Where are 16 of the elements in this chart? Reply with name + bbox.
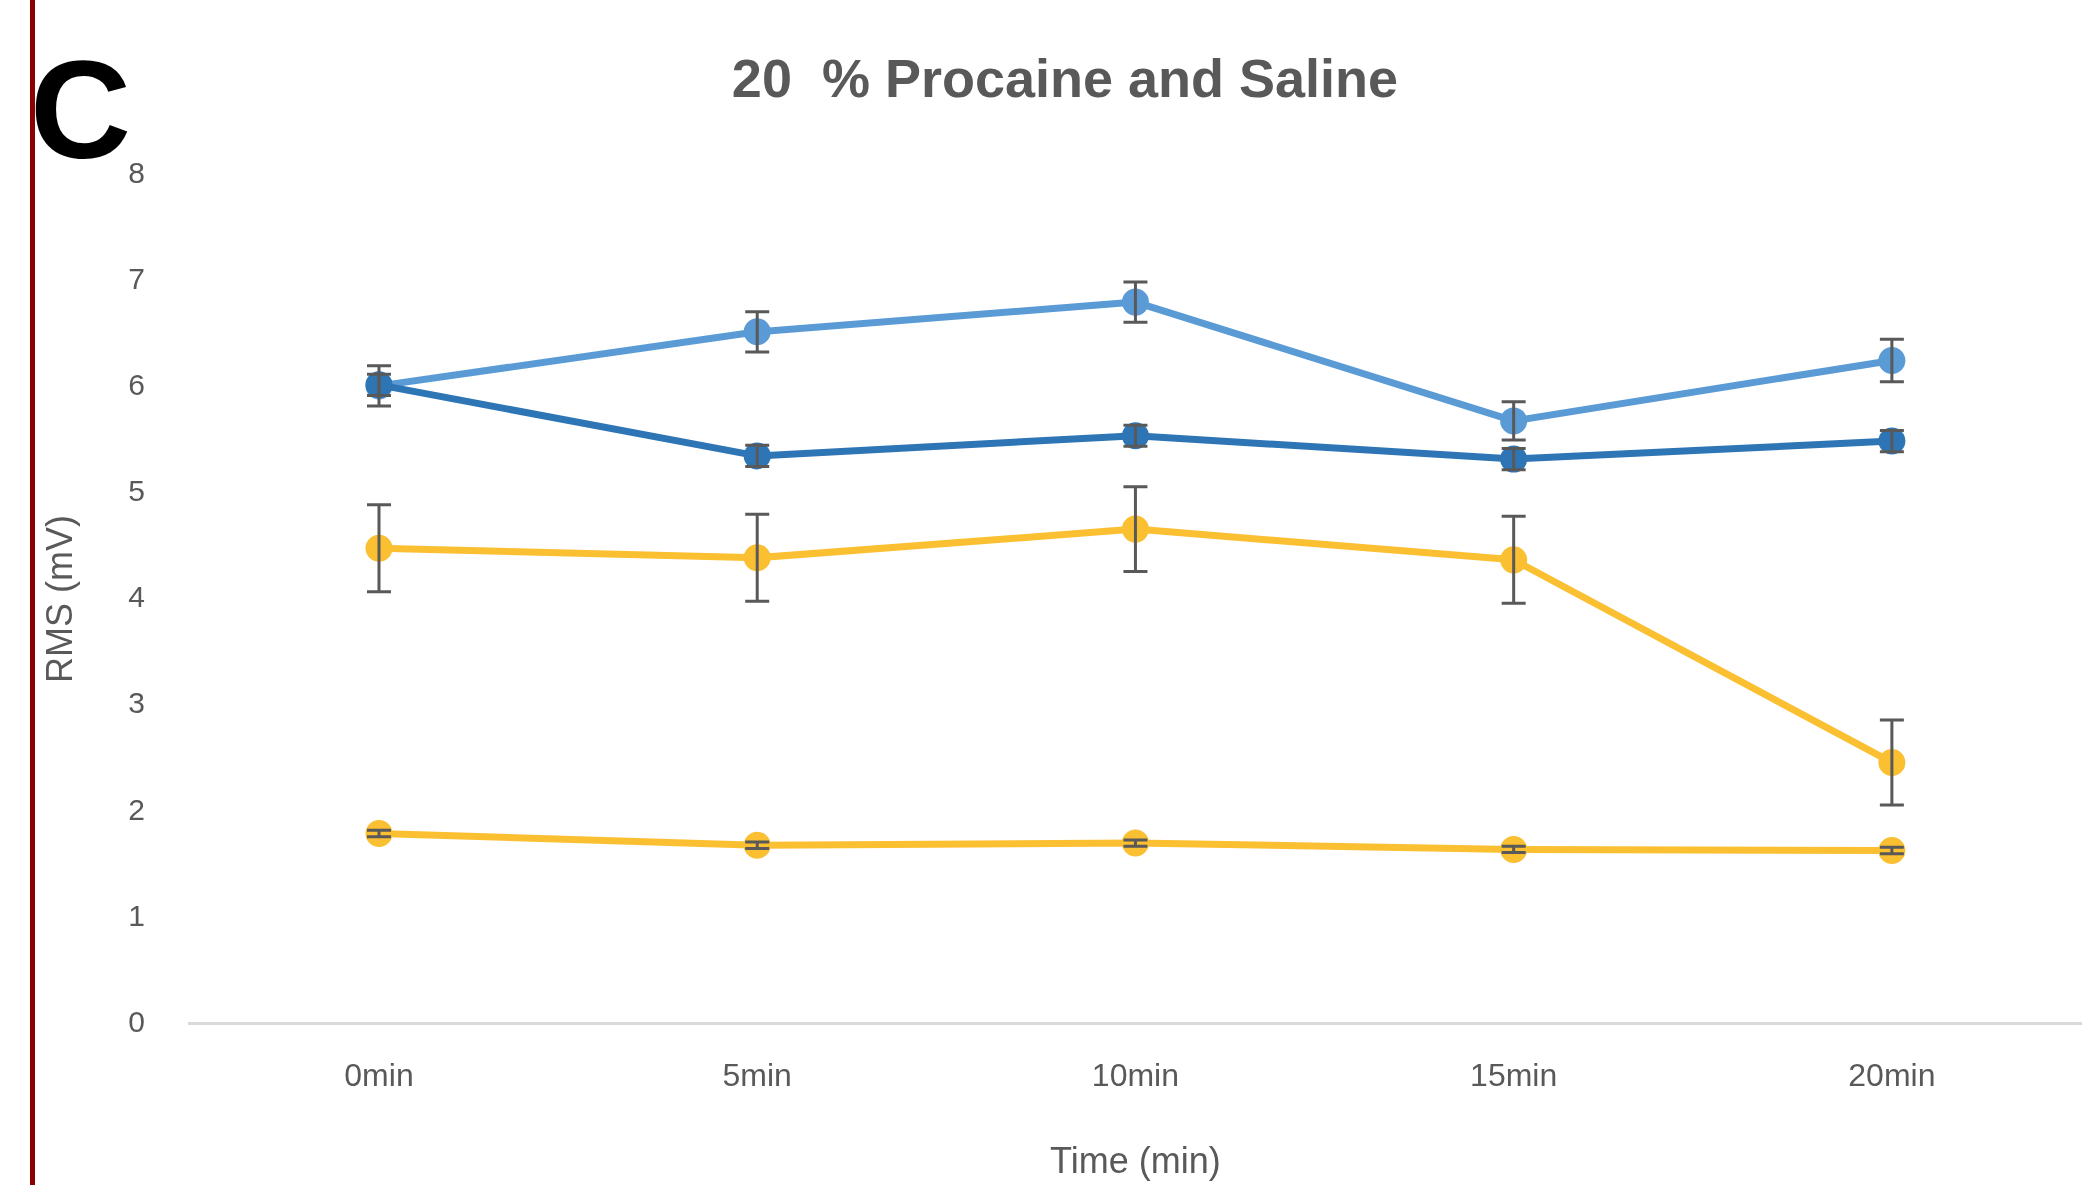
x-tick-label: 5min — [722, 1057, 792, 1094]
x-tick-label: 0min — [344, 1057, 414, 1094]
y-tick-label: 5 — [128, 474, 145, 508]
y-tick-label: 1 — [128, 898, 145, 932]
y-tick-label: 6 — [128, 368, 145, 402]
x-tick-label: 10min — [1091, 1057, 1180, 1094]
y-tick-label: 4 — [128, 580, 145, 614]
chart-title: 20 % Procaine and Saline — [731, 48, 1399, 109]
y-axis-title: RMS (mV) — [38, 515, 80, 684]
y-tick-label: 0 — [128, 1004, 145, 1038]
y-tick-label: 7 — [128, 262, 145, 296]
x-tick-label: 15min — [1470, 1057, 1558, 1094]
x-axis-title: Time (min) — [1050, 1140, 1221, 1182]
y-tick-label: 3 — [128, 686, 145, 720]
x-tick-label: 20min — [1848, 1057, 1936, 1094]
y-tick-label: 2 — [128, 792, 145, 826]
